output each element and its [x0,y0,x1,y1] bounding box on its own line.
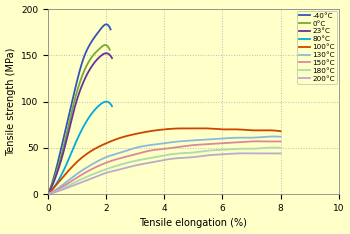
180°C [158,155,162,157]
80°C [98,103,103,106]
150°C [279,140,283,143]
200°C [156,160,161,162]
0°C [46,193,50,196]
100°C [201,127,205,130]
Line: -40°C: -40°C [48,24,111,194]
150°C [256,140,260,143]
180°C [272,146,276,149]
150°C [158,148,162,151]
80°C [77,134,81,137]
150°C [172,146,176,149]
180°C [172,153,176,155]
100°C [184,127,189,130]
150°C [184,145,189,147]
23°C [77,92,81,95]
180°C [237,147,241,150]
100°C [158,128,162,131]
180°C [273,146,278,149]
80°C [110,105,114,108]
0°C [103,44,107,46]
0°C [79,77,84,79]
X-axis label: Tensile elongation (%): Tensile elongation (%) [139,219,247,228]
Line: 23°C: 23°C [48,53,112,194]
23°C [84,75,88,77]
23°C [76,94,80,96]
0°C [107,48,112,51]
Line: 80°C: 80°C [48,102,112,194]
23°C [80,82,85,85]
130°C [158,143,162,145]
80°C [46,193,50,196]
200°C [172,157,176,160]
180°C [279,146,283,149]
0°C [83,68,87,71]
-40°C [76,77,80,80]
-40°C [108,28,113,31]
0°C [75,89,79,92]
23°C [46,193,50,196]
150°C [273,140,278,143]
23°C [104,52,108,55]
200°C [184,156,189,159]
80°C [108,103,113,106]
180°C [184,152,189,154]
80°C [104,100,108,103]
Line: 130°C: 130°C [48,136,281,194]
23°C [98,55,103,58]
-40°C [107,25,111,28]
130°C [46,193,50,196]
Line: 180°C: 180°C [48,148,281,194]
80°C [76,135,80,138]
Line: 0°C: 0°C [48,45,110,194]
200°C [273,152,278,155]
0°C [106,46,111,48]
100°C [46,193,50,196]
100°C [237,128,241,131]
Y-axis label: Tensile strength (MPa): Tensile strength (MPa) [6,48,15,156]
-40°C [80,62,84,65]
-40°C [83,52,88,55]
-40°C [97,29,102,32]
Line: 100°C: 100°C [48,128,281,194]
Line: 150°C: 150°C [48,141,281,194]
130°C [237,136,241,139]
0°C [76,88,80,91]
200°C [237,152,241,155]
150°C [156,148,161,151]
130°C [273,135,278,138]
Legend: -40°C, 0°C, 23°C, 80°C, 100°C, 130°C, 150°C, 180°C, 200°C: -40°C, 0°C, 23°C, 80°C, 100°C, 130°C, 15… [297,11,337,84]
100°C [273,129,278,132]
180°C [156,155,161,158]
23°C [108,55,113,57]
80°C [80,127,85,129]
-40°C [46,193,50,196]
200°C [240,152,244,155]
100°C [156,129,161,132]
80°C [84,121,88,123]
130°C [156,143,161,145]
130°C [172,141,176,143]
130°C [272,135,276,138]
-40°C [104,23,108,26]
0°C [97,48,101,51]
100°C [279,130,283,133]
130°C [279,135,283,138]
100°C [172,127,176,130]
150°C [46,193,50,196]
-40°C [76,75,80,78]
180°C [46,193,50,196]
23°C [110,57,114,59]
200°C [279,152,283,155]
200°C [46,193,50,196]
Line: 200°C: 200°C [48,153,281,194]
200°C [158,159,162,162]
130°C [184,139,189,142]
150°C [237,141,241,144]
